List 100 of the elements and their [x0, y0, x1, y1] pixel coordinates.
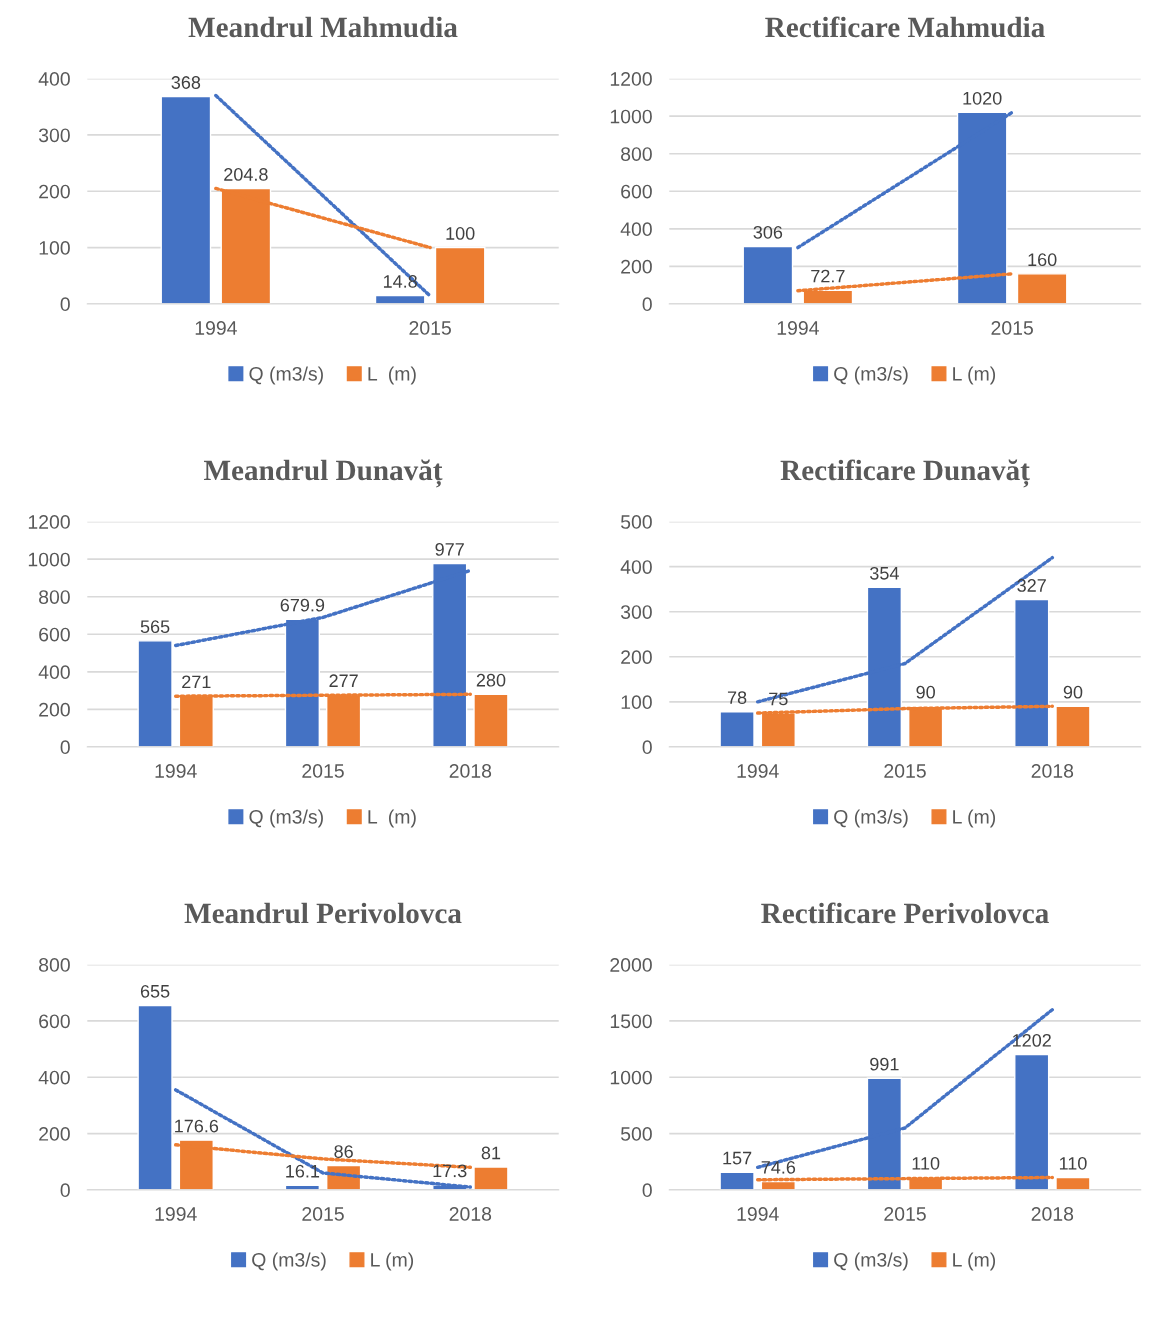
x-tick-label: 1994	[737, 1207, 779, 1221]
data-label: 160	[1028, 253, 1057, 267]
bar	[719, 1171, 755, 1190]
chart-title: Rectificare Mahmudia	[765, 16, 1045, 38]
y-tick-label: 800	[39, 590, 70, 604]
bar	[1014, 1053, 1050, 1190]
data-label: 81	[481, 1146, 501, 1160]
data-label: 17.3	[433, 1164, 467, 1178]
data-label: 100	[446, 227, 475, 240]
y-tick-label: 500	[620, 515, 652, 529]
y-tick-label: 0	[60, 740, 70, 755]
chart-title: Meandrul Mahmudia	[188, 16, 458, 38]
y-tick-label: 1000	[610, 1070, 652, 1085]
data-label: 280	[476, 673, 506, 687]
y-tick-label: 400	[620, 222, 652, 237]
y-tick-label: 1200	[28, 515, 70, 529]
x-tick-label: 2015	[302, 1207, 344, 1221]
data-label: 1202	[1013, 1033, 1051, 1047]
data-label: 110	[912, 1156, 940, 1170]
y-tick-label: 1000	[610, 109, 652, 124]
y-tick-label: 1000	[28, 552, 70, 567]
data-label: 86	[334, 1145, 353, 1158]
y-tick-label: 0	[642, 740, 652, 755]
x-tick-label: 2015	[302, 764, 344, 778]
data-label: 991	[870, 1057, 899, 1071]
y-tick-label: 400	[38, 1070, 70, 1085]
y-tick-label: 300	[620, 605, 652, 619]
y-tick-label: 200	[621, 259, 652, 274]
x-tick-label: 1994	[155, 764, 197, 778]
bar	[1014, 598, 1050, 747]
x-tick-label: 2015	[991, 321, 1033, 335]
data-label: 655	[140, 984, 170, 998]
data-label: 277	[329, 674, 358, 687]
y-tick-label: 600	[39, 1014, 70, 1029]
legend-label: Q (m3/s)	[249, 366, 323, 385]
legend-label: L (m)	[368, 809, 416, 828]
legend-label: L (m)	[953, 809, 996, 828]
data-label: 271	[182, 675, 211, 689]
y-tick-label: 100	[39, 241, 70, 255]
data-label: 565	[140, 620, 170, 634]
data-label: 327	[1017, 579, 1046, 592]
x-tick-label: 1994	[737, 764, 779, 778]
data-label: 368	[171, 76, 201, 89]
y-tick-label: 200	[39, 1127, 70, 1141]
y-tick-label: 400	[620, 560, 652, 574]
y-tick-label: 1500	[610, 1014, 652, 1029]
data-label: 16.1	[286, 1164, 320, 1178]
data-label: 157	[723, 1151, 752, 1165]
y-tick-label: 0	[642, 297, 652, 312]
data-label: 72.7	[811, 269, 845, 283]
legend-label: L (m)	[953, 366, 996, 385]
legend-label: Q (m3/s)	[834, 366, 908, 385]
x-tick-label: 2018	[1031, 764, 1074, 778]
data-label: 204.8	[224, 168, 268, 181]
x-tick-label: 2015	[884, 764, 926, 778]
x-tick-label: 2018	[449, 1207, 492, 1221]
data-label: 1020	[963, 91, 1002, 105]
y-tick-label: 600	[621, 184, 652, 199]
legend-label: L (m)	[953, 1252, 996, 1271]
bar	[1016, 273, 1068, 304]
data-label: 110	[1059, 1156, 1087, 1170]
x-tick-label: 1994	[155, 1207, 197, 1221]
chart-title: Rectificare Perivolovca	[761, 902, 1049, 924]
legend-label: Q (m3/s)	[249, 809, 323, 828]
y-tick-label: 300	[38, 128, 70, 143]
y-tick-label: 400	[38, 665, 70, 680]
x-tick-label: 2018	[1031, 1207, 1074, 1221]
chart-title: Rectificare Dunavăț	[780, 459, 1030, 488]
data-label: 78	[727, 691, 747, 704]
y-tick-label: 0	[60, 297, 70, 312]
y-tick-label: 500	[620, 1127, 652, 1141]
y-tick-label: 100	[621, 695, 652, 710]
x-tick-label: 1994	[195, 321, 237, 335]
y-tick-label: 0	[642, 1183, 652, 1198]
data-label: 90	[916, 685, 935, 699]
legend-label: L (m)	[368, 366, 416, 385]
y-tick-label: 0	[60, 1183, 70, 1198]
data-label: 977	[435, 542, 464, 556]
y-tick-label: 2000	[610, 958, 652, 972]
y-tick-label: 200	[39, 702, 70, 717]
bar	[719, 711, 755, 747]
legend-label: Q (m3/s)	[252, 1252, 326, 1271]
x-tick-label: 2018	[449, 764, 492, 778]
y-tick-label: 200	[621, 650, 652, 665]
y-tick-label: 200	[39, 184, 70, 199]
y-tick-label: 1200	[610, 72, 652, 86]
legend-label: Q (m3/s)	[834, 1252, 908, 1271]
x-tick-label: 1994	[777, 321, 819, 335]
chart-title: Meandrul Perivolovca	[184, 902, 462, 924]
chart-title: Meandrul Dunavăț	[203, 459, 443, 488]
y-tick-label: 800	[39, 958, 70, 972]
y-tick-label: 400	[38, 72, 70, 86]
data-label: 679.9	[280, 598, 325, 612]
data-label: 176.6	[175, 1119, 219, 1133]
y-tick-label: 600	[39, 627, 70, 642]
data-label: 90	[1063, 685, 1083, 699]
bar	[434, 246, 486, 304]
legend-label: Q (m3/s)	[834, 809, 908, 828]
legend-label: L (m)	[371, 1252, 414, 1271]
data-label: 306	[753, 225, 783, 239]
